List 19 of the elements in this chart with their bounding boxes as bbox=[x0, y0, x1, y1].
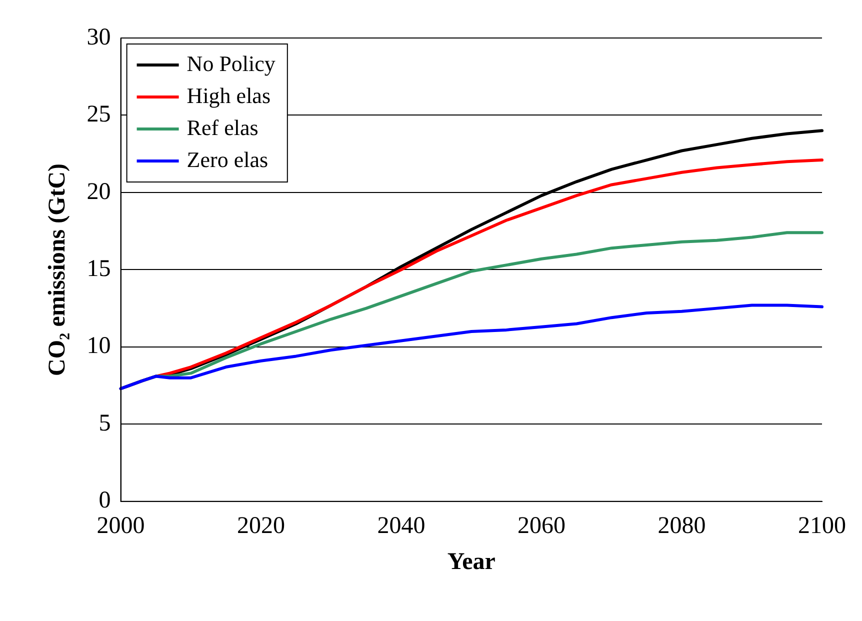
x-tick-label: 2000 bbox=[96, 513, 145, 540]
legend-label: No Policy bbox=[186, 50, 276, 76]
x-tick-label: 2100 bbox=[798, 513, 846, 540]
legend-label: High elas bbox=[186, 82, 271, 108]
x-tick-label: 2020 bbox=[237, 513, 286, 540]
x-tick-label: 2040 bbox=[377, 513, 426, 540]
y-tick-label: 30 bbox=[86, 24, 111, 50]
legend-label: Zero elas bbox=[186, 146, 268, 172]
y-tick-label: 25 bbox=[86, 102, 111, 128]
legend-label: Ref elas bbox=[186, 114, 258, 140]
x-tick-label: 2060 bbox=[518, 513, 566, 540]
y-tick-label: 5 bbox=[98, 410, 111, 436]
y-tick-label: 10 bbox=[86, 333, 111, 360]
y-axis-title: CO₂ emissions (GtC) bbox=[44, 163, 71, 376]
x-axis-title: Year bbox=[447, 548, 496, 575]
x-tick-label: 2080 bbox=[658, 513, 706, 540]
y-tick-label: 15 bbox=[86, 256, 111, 282]
y-tick-label: 0 bbox=[98, 488, 111, 514]
y-tick-label: 20 bbox=[86, 178, 111, 205]
